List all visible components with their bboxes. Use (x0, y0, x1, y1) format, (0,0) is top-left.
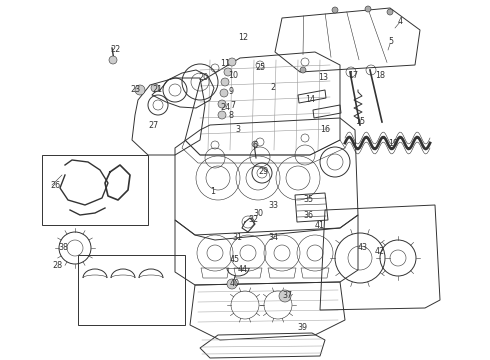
Text: 39: 39 (297, 324, 307, 333)
Text: 13: 13 (318, 73, 328, 82)
Text: 24: 24 (220, 104, 230, 112)
Text: 32: 32 (248, 216, 258, 225)
Circle shape (332, 7, 338, 13)
Text: 12: 12 (238, 33, 248, 42)
Circle shape (365, 6, 371, 12)
Circle shape (151, 84, 159, 92)
Text: 19: 19 (388, 139, 398, 148)
Text: 2: 2 (270, 84, 275, 93)
Text: 27: 27 (148, 121, 158, 130)
Text: 5: 5 (388, 37, 393, 46)
Circle shape (218, 111, 226, 119)
Circle shape (221, 78, 229, 86)
Text: 30: 30 (253, 208, 263, 217)
Text: 18: 18 (375, 71, 385, 80)
Text: 42: 42 (375, 248, 385, 256)
Text: 43: 43 (358, 243, 368, 252)
Text: 33: 33 (268, 201, 278, 210)
Text: 25: 25 (255, 63, 265, 72)
Text: 9: 9 (228, 87, 233, 96)
Circle shape (252, 141, 258, 147)
Text: 28: 28 (52, 261, 62, 270)
Circle shape (228, 58, 236, 66)
Text: 10: 10 (228, 71, 238, 80)
Circle shape (135, 85, 145, 95)
Circle shape (109, 56, 117, 64)
Circle shape (279, 290, 291, 302)
Text: 44: 44 (238, 266, 248, 274)
Circle shape (220, 89, 228, 97)
Text: 34: 34 (268, 234, 278, 243)
Text: 23: 23 (130, 85, 140, 94)
Text: 6: 6 (252, 140, 257, 149)
Circle shape (218, 100, 226, 108)
Text: 22: 22 (110, 45, 120, 54)
Text: 37: 37 (282, 291, 292, 300)
Text: 21: 21 (152, 85, 162, 94)
Text: 16: 16 (320, 126, 330, 135)
Text: 20: 20 (198, 73, 208, 82)
Text: 45: 45 (230, 256, 240, 265)
Circle shape (224, 68, 232, 76)
Text: 17: 17 (348, 71, 358, 80)
Text: 40: 40 (230, 279, 240, 288)
Text: 35: 35 (303, 195, 313, 204)
Circle shape (300, 67, 306, 73)
Text: 3: 3 (235, 126, 240, 135)
Text: 7: 7 (230, 100, 235, 109)
Text: 38: 38 (58, 243, 68, 252)
Text: 8: 8 (228, 111, 233, 120)
Text: 11: 11 (220, 58, 230, 68)
Text: 29: 29 (258, 167, 268, 176)
Text: 14: 14 (305, 95, 315, 104)
Text: 41: 41 (315, 220, 325, 230)
Circle shape (387, 9, 393, 15)
Text: 1: 1 (210, 188, 215, 197)
Circle shape (227, 279, 237, 289)
Text: 31: 31 (232, 234, 242, 243)
Text: 15: 15 (355, 117, 365, 126)
Text: 4: 4 (398, 18, 403, 27)
Text: 26: 26 (50, 180, 60, 189)
Text: 36: 36 (303, 211, 313, 220)
